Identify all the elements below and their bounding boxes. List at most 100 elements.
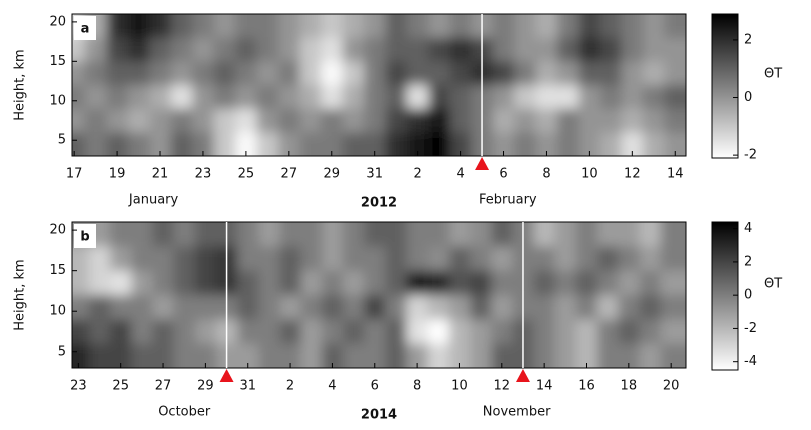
- heatmap-cell: [278, 108, 301, 134]
- heatmap-cell: [363, 85, 387, 110]
- colorbar-tick-label: 2: [744, 32, 752, 47]
- heatmap-cell: [256, 132, 280, 156]
- heatmap-cell: [170, 14, 194, 39]
- heatmap-cell: [621, 37, 645, 63]
- event-marker: [219, 369, 234, 382]
- colorbar-tick-label: 4: [744, 221, 752, 236]
- heatmap-cell: [597, 343, 620, 368]
- heatmap-cell: [492, 14, 516, 39]
- heatmap-cell: [237, 222, 260, 248]
- heatmap-cell: [578, 14, 602, 39]
- heatmap-cell: [72, 108, 86, 134]
- heatmap-cell: [575, 270, 599, 296]
- x-tick-label: 17: [66, 167, 83, 182]
- x-tick-label: 6: [499, 167, 507, 182]
- heatmap-cell: [575, 319, 599, 345]
- heatmap-area: [72, 14, 686, 156]
- x-tick-label: 6: [371, 379, 379, 394]
- heatmap-cell: [449, 108, 473, 134]
- heatmap-cell: [664, 132, 686, 156]
- heatmap-cell: [131, 270, 154, 296]
- heatmap-cell: [321, 270, 345, 296]
- colorbar-tick-label: 0: [744, 90, 752, 105]
- heatmap-cell: [106, 132, 129, 156]
- plot-frame: [71, 13, 687, 157]
- heatmap-cell: [170, 132, 194, 156]
- month-label: February: [479, 193, 537, 208]
- heatmap-cell: [597, 270, 620, 296]
- y-tick-label: 5: [58, 344, 66, 359]
- heatmap-cell: [660, 319, 686, 345]
- heatmap-cell: [84, 37, 108, 63]
- heatmap-cell: [514, 37, 537, 63]
- heatmap-cell: [449, 132, 473, 156]
- heatmap-cell: [194, 222, 217, 248]
- heatmap-cell: [491, 343, 514, 368]
- x-tick-label: 18: [621, 379, 638, 394]
- heatmap-cell: [152, 270, 175, 296]
- heatmap-cell: [235, 14, 258, 39]
- heatmap-cell: [72, 295, 90, 321]
- year-label: 2012: [361, 196, 397, 211]
- heatmap-cell: [235, 85, 258, 110]
- heatmap-cell: [618, 319, 641, 345]
- heatmap-cell: [470, 222, 493, 248]
- heatmap-cell: [258, 295, 281, 321]
- heatmap-cell: [213, 108, 237, 134]
- heatmap-cell: [237, 246, 260, 272]
- heatmap-cell: [448, 295, 472, 321]
- colorbar-label: ΘT: [764, 277, 782, 292]
- heatmap-cell: [173, 222, 196, 248]
- heatmap-cell: [643, 14, 666, 39]
- heatmap-cell: [299, 85, 323, 110]
- x-tick-label: 23: [195, 167, 212, 182]
- x-tick-label: 25: [112, 379, 129, 394]
- heatmap-cell: [131, 246, 154, 272]
- heatmap-cell: [639, 222, 662, 248]
- heatmap-cell: [406, 61, 430, 86]
- heatmap-cell: [321, 108, 344, 134]
- heatmap-cell: [321, 61, 344, 86]
- heatmap-cell: [660, 270, 686, 296]
- heatmap-cell: [321, 222, 345, 248]
- heatmap-cell: [300, 222, 323, 248]
- heatmap-cell: [664, 37, 686, 63]
- x-tick-label: 8: [413, 379, 421, 394]
- heatmap-cell: [343, 222, 366, 248]
- heatmap-cell: [557, 85, 580, 110]
- heatmap-cell: [343, 319, 366, 345]
- heatmap-cell: [406, 343, 429, 368]
- heatmap-cell: [321, 14, 344, 39]
- heatmap-cell: [428, 108, 451, 134]
- heatmap-cell: [72, 85, 86, 110]
- heatmap-cell: [258, 246, 281, 272]
- heatmap-cell: [448, 343, 472, 368]
- heatmap-cell: [600, 61, 623, 86]
- y-tick-label: 20: [49, 14, 66, 29]
- heatmap-cell: [173, 270, 196, 296]
- heatmap-cell: [578, 108, 602, 134]
- heatmap-cell: [639, 343, 662, 368]
- heatmap-cell: [554, 270, 577, 296]
- heatmap-cell: [299, 37, 323, 63]
- heatmap-cell: [664, 108, 686, 134]
- heatmap-cell: [127, 132, 151, 156]
- heatmap-cell: [643, 108, 666, 134]
- heatmap-cell: [235, 108, 258, 134]
- y-tick-label: 10: [49, 93, 66, 108]
- x-tick-label: 12: [494, 379, 511, 394]
- heatmap-cell: [88, 270, 112, 296]
- heatmap-cell: [88, 319, 112, 345]
- x-tick-label: 14: [536, 379, 553, 394]
- heatmap-cell: [152, 343, 175, 368]
- heatmap-cell: [492, 37, 516, 63]
- heatmap-cell: [406, 132, 430, 156]
- heatmap-cell: [192, 37, 215, 63]
- heatmap-cell: [72, 319, 90, 345]
- colorbar: [711, 13, 739, 159]
- heatmap-cell: [258, 222, 281, 248]
- heatmap-cell: [575, 343, 599, 368]
- heatmap-cell: [364, 246, 387, 272]
- heatmap-cell: [557, 37, 580, 63]
- heatmap-cell: [258, 270, 281, 296]
